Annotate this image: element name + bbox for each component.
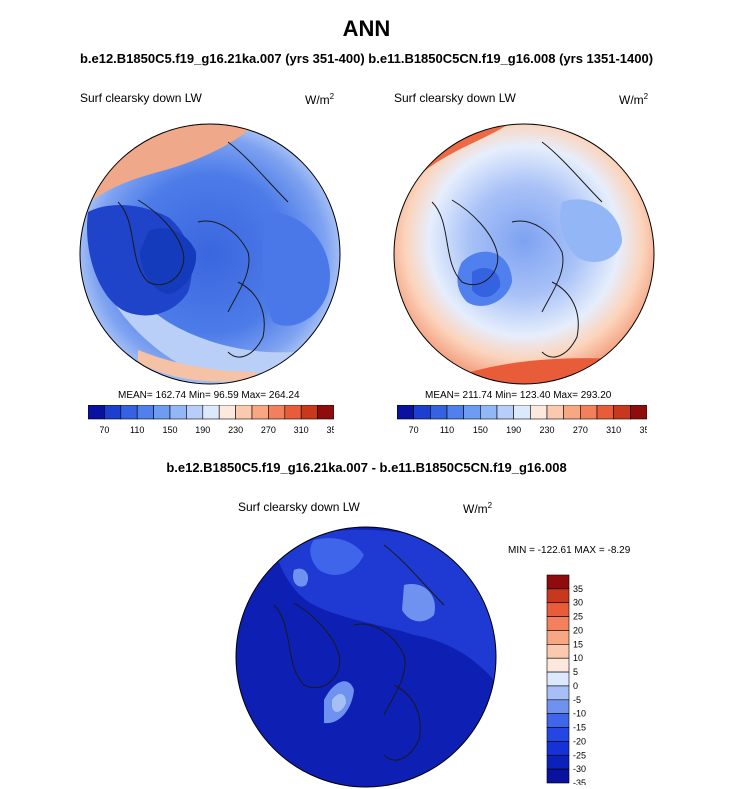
panel2-unit: W/m2 (619, 92, 649, 107)
panel2-colorbar: 70 110 150 190 230 270 310 350 (397, 405, 647, 435)
panel3-colorbar-tick-label: -10 (573, 709, 586, 719)
panel1-polar-map (79, 123, 341, 385)
panel2-colorbar-swatch (463, 405, 481, 420)
panel3-colorbar-tick-label: 25 (573, 612, 583, 622)
panel1-colorbar-tick-label: 70 (99, 425, 109, 435)
figure-subtitle-top: b.e12.B1850C5.f19_g16.21ka.007 (yrs 351-… (79, 51, 654, 66)
figure-title: ANN (342, 16, 391, 41)
panel1-colorbar-swatch (268, 405, 286, 420)
panel1-colorbar-tick-label: 190 (195, 425, 210, 435)
panel3-colorbar-swatch (546, 644, 570, 659)
panel2-colorbar-swatch (446, 405, 464, 420)
panel3-colorbar-tick-label: 15 (573, 639, 583, 649)
panel1-colorbar-swatch (300, 405, 318, 420)
panel1-colorbar-swatch (284, 405, 302, 420)
panel3-unit: W/m2 (463, 501, 493, 516)
panel3-colorbar-swatch (546, 727, 570, 742)
panel2-colorbar-swatch (480, 405, 498, 420)
panel2-colorbar-swatch (630, 405, 647, 420)
panel2-colorbar-swatch (413, 405, 431, 420)
panel3-colorbar-swatch (546, 574, 570, 590)
panel3-colorbar-tick-label: -35 (573, 778, 586, 785)
panel2-colorbar-swatch (496, 405, 514, 420)
panel1-colorbar-tick-label: 230 (228, 425, 243, 435)
panel1-colorbar-swatch (235, 405, 253, 420)
panel3-colorbar-tick-label: -5 (573, 695, 581, 705)
panel1-colorbar-tick-label: 270 (261, 425, 276, 435)
panel1-colorbar-swatch (251, 405, 269, 420)
panel1-colorbar-swatch (218, 405, 236, 420)
panel3-colorbar-swatch (546, 616, 570, 631)
panel3-colorbar-tick-label: 0 (573, 681, 578, 691)
panel3-colorbar-swatch (546, 671, 570, 687)
panel3-colorbar-tick-label: -15 (573, 723, 586, 733)
panel3-colorbar-swatch (546, 768, 570, 784)
panel3-colorbar-tick-label: 30 (573, 598, 583, 608)
panel3-stats: MIN = -122.61 MAX = -8.29 (508, 545, 631, 556)
panel1-colorbar-swatch (169, 405, 187, 420)
panel1-colorbar-swatch (120, 405, 138, 420)
panel3-colorbar-tick-label: 35 (573, 584, 583, 594)
panel3-colorbar-tick-label: 5 (573, 667, 578, 677)
panel3-colorbar-swatch (546, 602, 570, 617)
panel3-polar-map (235, 526, 497, 788)
panel2-colorbar-swatch (546, 405, 564, 420)
panel1-colorbar: 70 110 150 190 230 270 310 350 (88, 405, 334, 435)
figure-subtitle-diff: b.e12.B1850C5.f19_g16.21ka.007 - b.e11.B… (166, 460, 567, 475)
panel1-colorbar-swatch (136, 405, 154, 420)
panel1-colorbar-tick-label: 110 (130, 425, 144, 435)
panel2-colorbar-swatch (613, 405, 631, 420)
panel2-polar-map (393, 123, 655, 385)
panel2-colorbar-swatch (513, 405, 531, 420)
panel1-label: Surf clearsky down LW (80, 91, 202, 105)
panel1-colorbar-tick-label: 150 (162, 425, 177, 435)
panel3-colorbar-swatch (546, 713, 570, 728)
panel3-label: Surf clearsky down LW (238, 500, 360, 514)
panel2-colorbar-swatch (430, 405, 448, 420)
panel2-colorbar-tick-label: 350 (639, 425, 647, 435)
panel2-colorbar-swatch (397, 405, 414, 420)
panel3-colorbar-swatch (546, 630, 570, 645)
panel2-colorbar-tick-label: 310 (606, 425, 621, 435)
panel3-colorbar: 35 30 25 20 15 10 5 0 -5 -10 -15 -20 -25 -30 -35 (546, 574, 586, 785)
panel3-colorbar-swatch (546, 588, 570, 604)
panel1-colorbar-swatch (104, 405, 122, 420)
panel3-colorbar-tick-label: -20 (573, 736, 586, 746)
panel1-colorbar-swatch (153, 405, 171, 420)
panel2-colorbar-tick-label: 110 (440, 425, 454, 435)
panel2-colorbar-swatch (596, 405, 614, 420)
panel1-colorbar-swatch (317, 405, 334, 420)
panel1-colorbar-swatch (88, 405, 105, 420)
panel1-colorbar-swatch (186, 405, 204, 420)
panel2-colorbar-tick-label: 270 (573, 425, 588, 435)
panel3-colorbar-tick-label: -30 (573, 764, 586, 774)
panel3-colorbar-tick-label: 20 (573, 625, 583, 635)
panel3-colorbar-swatch (546, 741, 570, 756)
panel2-colorbar-tick-label: 150 (473, 425, 488, 435)
panel2-colorbar-tick-label: 230 (539, 425, 554, 435)
panel1-unit: W/m2 (305, 92, 335, 107)
panel1-colorbar-swatch (202, 405, 220, 420)
panel1-colorbar-tick-label: 350 (326, 425, 334, 435)
panel2-stats: MEAN= 211.74 Min= 123.40 Max= 293.20 (425, 390, 612, 401)
panel2-colorbar-swatch (530, 405, 548, 420)
panel3-colorbar-swatch (546, 685, 570, 701)
panel2-colorbar-swatch (580, 405, 598, 420)
panel3-colorbar-swatch (546, 657, 570, 673)
panel1-colorbar-tick-label: 310 (294, 425, 309, 435)
panel2-label: Surf clearsky down LW (394, 91, 516, 105)
panel2-colorbar-tick-label: 70 (409, 425, 419, 435)
panel1-stats: MEAN= 162.74 Min= 96.59 Max= 264.24 (118, 390, 300, 401)
panel2-colorbar-tick-label: 190 (506, 425, 521, 435)
panel3-colorbar-swatch (546, 754, 570, 770)
panel3-colorbar-tick-label: -25 (573, 750, 586, 760)
panel3-colorbar-tick-label: 10 (573, 653, 583, 663)
panel2-colorbar-swatch (563, 405, 581, 420)
panel3-colorbar-swatch (546, 699, 570, 714)
